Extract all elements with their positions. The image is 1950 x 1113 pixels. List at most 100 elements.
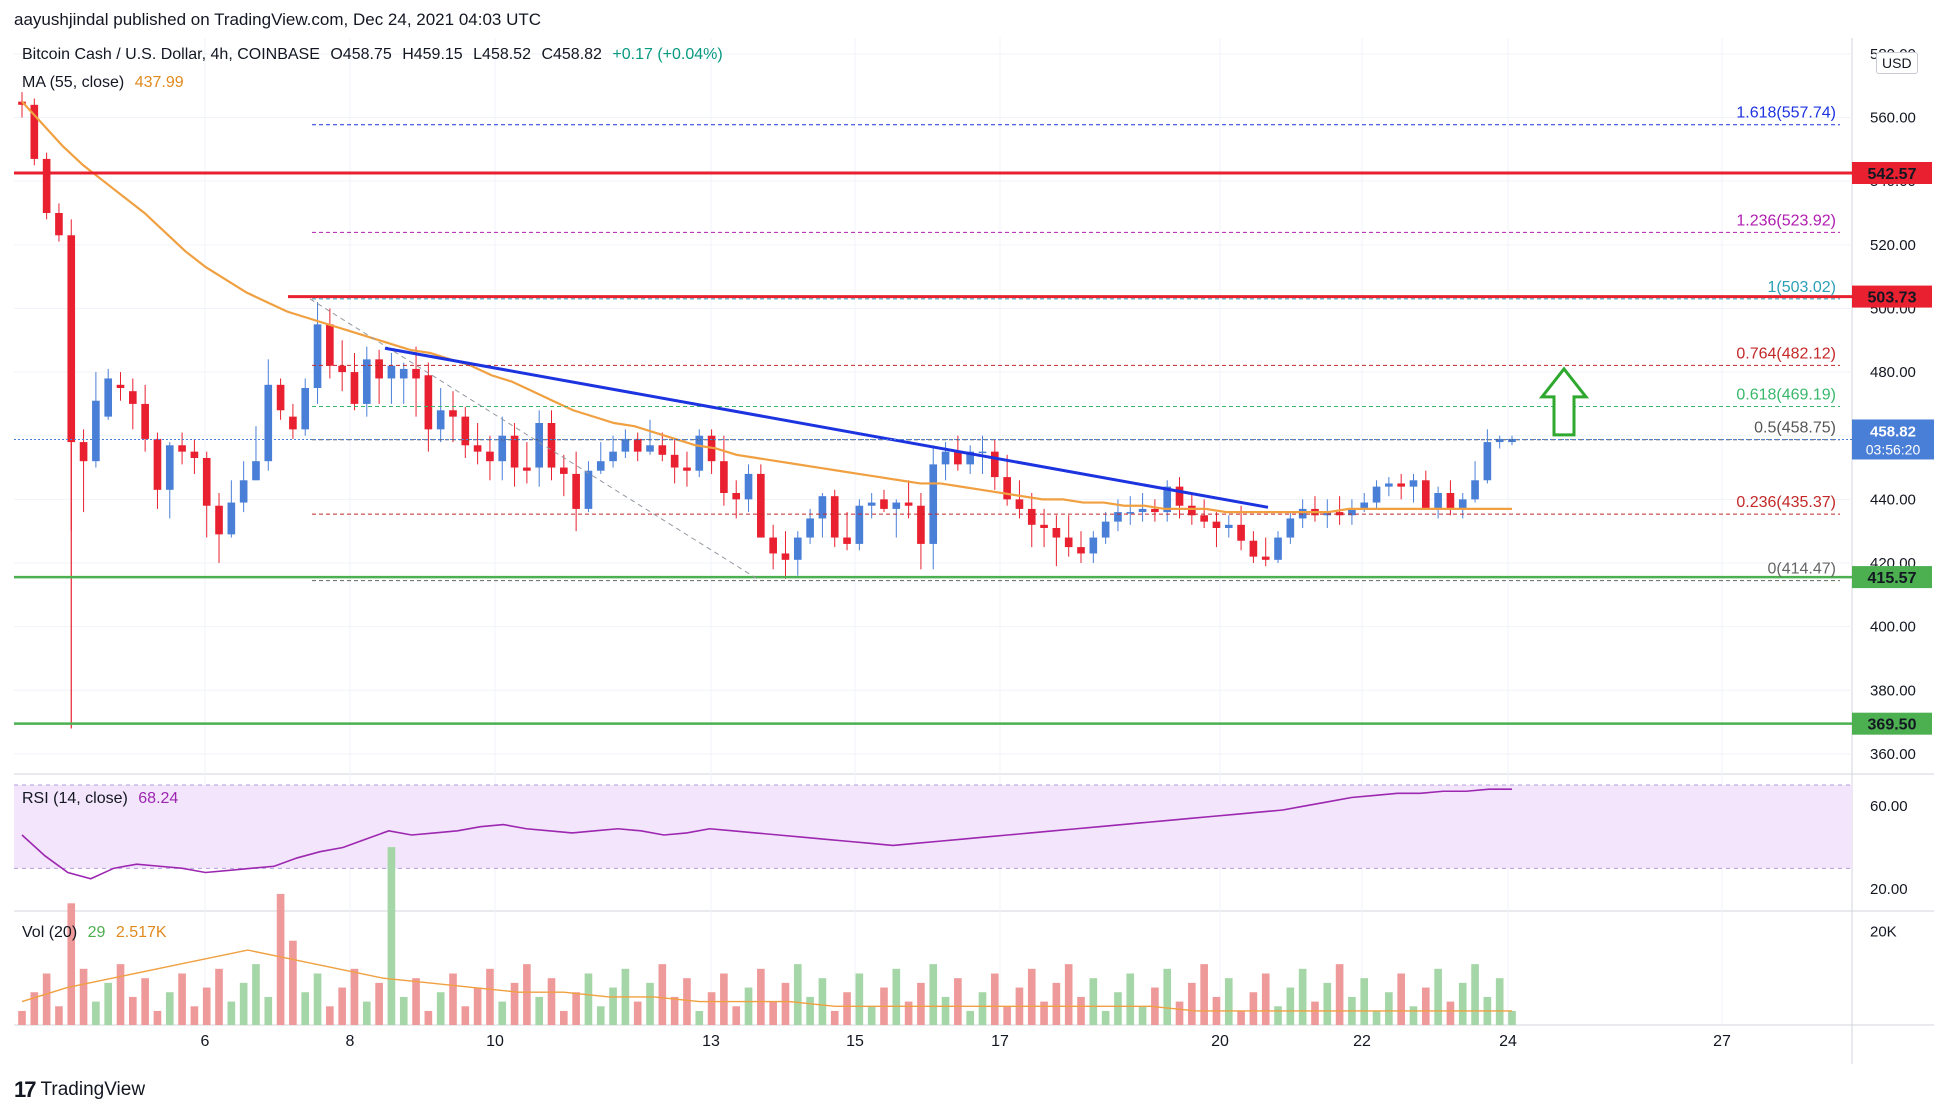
candle-body [436, 410, 445, 430]
level-tag-text: 503.73 [1868, 290, 1917, 307]
candle [104, 368, 113, 420]
level-price-tag: 542.57 [1852, 162, 1932, 185]
volume-bar [929, 964, 938, 1025]
candle [252, 426, 260, 481]
candle-body [362, 359, 371, 404]
countdown-text: 03:56:20 [1866, 441, 1921, 457]
candle-body [732, 493, 741, 500]
candle-body [646, 445, 654, 452]
candle-body [990, 451, 999, 478]
candle [486, 435, 494, 481]
candle [1483, 429, 1492, 484]
candle [781, 531, 790, 579]
volume-bar [18, 1010, 26, 1025]
volume-bar [1224, 978, 1233, 1025]
candle-body [596, 461, 605, 471]
candle [239, 461, 248, 513]
fib-level-label: 0.5(458.75) [1754, 420, 1836, 437]
vol-legend: Vol (20) 29 2.517K [22, 924, 167, 942]
volume-bar [498, 1001, 507, 1025]
candle [1040, 508, 1048, 548]
volume-bar [412, 978, 420, 1025]
volume-bar [867, 1006, 876, 1025]
current-price-text: 458.82 [1870, 423, 1916, 440]
candle-body [375, 359, 383, 379]
candle-body [1335, 512, 1344, 516]
candle [1508, 435, 1516, 446]
candle-body [830, 496, 839, 538]
candle-body [1089, 537, 1098, 554]
candle [498, 416, 507, 481]
level-tag-text: 542.57 [1868, 166, 1917, 183]
candle-body [683, 467, 691, 471]
volume-bar [1027, 968, 1036, 1025]
candle-body [1040, 524, 1048, 528]
vol-legend-label: Vol (20) [22, 924, 78, 941]
volume-bar [301, 992, 310, 1025]
currency-badge[interactable]: USD [1876, 52, 1918, 74]
candle [1261, 537, 1270, 567]
rsi-legend-label: RSI (14, close) [22, 790, 128, 807]
candle-body [941, 451, 950, 465]
rsi-band [14, 785, 1852, 869]
candle [990, 438, 999, 490]
volume-bar [141, 978, 149, 1025]
candle [1052, 515, 1061, 567]
candle [1003, 454, 1011, 506]
candle-body [523, 467, 531, 471]
candle [1064, 515, 1073, 557]
level-tag-text: 369.50 [1868, 717, 1917, 734]
candle-body [510, 435, 519, 468]
volume-bar [1126, 973, 1135, 1025]
candle-body [1077, 547, 1085, 554]
candle [350, 353, 359, 411]
candle [1224, 515, 1233, 538]
volume-bar [1385, 992, 1393, 1025]
candle [683, 451, 691, 487]
fib-level-label: 0.764(482.12) [1736, 345, 1836, 362]
candle [387, 353, 396, 404]
volume-bar [1163, 968, 1172, 1025]
candle [707, 429, 716, 474]
volume-bar [326, 1006, 334, 1025]
candle [412, 346, 420, 417]
candle-body [1483, 442, 1492, 481]
volume-bar [1003, 1006, 1011, 1025]
candle-body [1471, 480, 1479, 500]
candle-body [867, 502, 876, 506]
candle-body [1027, 508, 1036, 525]
candle-body [239, 480, 248, 503]
tradingview-logo-icon: 17 [14, 1077, 37, 1102]
candle [720, 435, 728, 506]
up-arrow-icon [1538, 366, 1590, 437]
candle [966, 445, 974, 474]
candle [1409, 473, 1418, 503]
tradingview-footer[interactable]: 17 TradingView [14, 1077, 145, 1103]
candle-body [1434, 493, 1442, 509]
candle-body [978, 451, 987, 454]
candle [1348, 499, 1356, 525]
ma-legend: MA (55, close) 437.99 [22, 74, 184, 92]
candle-body [560, 467, 568, 474]
volume-bar [215, 968, 223, 1025]
volume-bar [1138, 1006, 1147, 1025]
candle [1089, 531, 1098, 563]
candle [473, 423, 482, 465]
candle [1421, 470, 1430, 509]
candle-body [929, 464, 938, 544]
candle [264, 359, 273, 471]
volume-bar [1089, 978, 1098, 1025]
volume-bar [966, 1010, 974, 1025]
candle-body [621, 438, 630, 452]
volume-ma-line [21, 949, 1512, 1012]
candle [1138, 493, 1147, 522]
candle [55, 203, 63, 242]
ohlc-open: O458.75 [330, 46, 392, 63]
candle-body [1101, 521, 1110, 538]
candle [30, 98, 39, 166]
candle [424, 362, 433, 452]
candle-body [498, 435, 507, 462]
candle-body [769, 537, 777, 554]
candle-body [1286, 518, 1295, 538]
